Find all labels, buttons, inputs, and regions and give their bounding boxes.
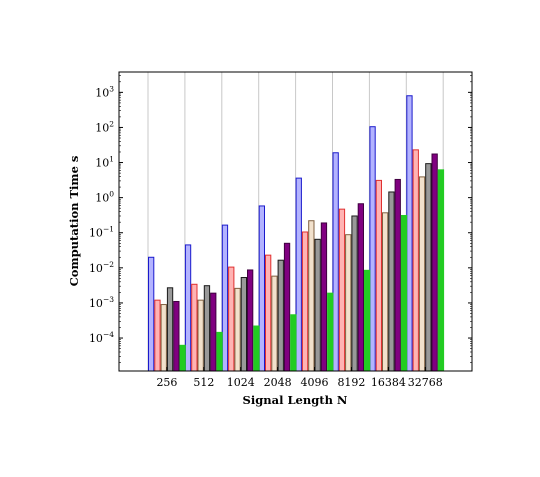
bar: [332, 152, 339, 372]
y-axis-label: Computation Time s: [67, 156, 81, 287]
bar: [197, 299, 204, 372]
bar: [357, 203, 365, 372]
bar: [271, 275, 278, 372]
bar: [295, 177, 302, 372]
bar: [228, 266, 235, 372]
bar: [375, 179, 383, 372]
y-tick-label: 10−1: [89, 225, 114, 240]
bar: [338, 208, 346, 372]
bar: [394, 178, 401, 372]
bar: [351, 215, 358, 372]
bar: [283, 242, 291, 372]
bar: [247, 269, 254, 372]
bar: [154, 299, 161, 372]
bar: [160, 304, 167, 372]
x-tick-labels: 256 512 1024 2048 4096 8192 16384 32768: [156, 376, 442, 389]
plot-frame: [118, 71, 473, 372]
bar: [234, 287, 241, 372]
x-tick-label: 4096: [301, 376, 329, 389]
bar: [253, 325, 260, 372]
bar: [388, 191, 395, 372]
x-tick-label: 1024: [227, 376, 255, 389]
bar: [320, 222, 328, 372]
x-tick-label: 2048: [264, 376, 292, 389]
y-tick-labels: 10−4 10−3 10−2 10−1 100 101 102 103: [89, 84, 114, 345]
bar: [277, 259, 284, 372]
bar: [184, 244, 192, 372]
bar: [240, 277, 247, 372]
bar: [406, 95, 413, 372]
bar: [191, 283, 198, 372]
bar: [308, 220, 315, 372]
bar: [400, 214, 408, 372]
bar: [369, 126, 376, 372]
y-tick-label: 102: [95, 119, 114, 134]
bar: [345, 234, 352, 372]
x-tick-label: 8192: [337, 376, 365, 389]
bar: [418, 176, 426, 372]
bar: [301, 231, 309, 372]
bars: [148, 95, 445, 372]
bar: [166, 287, 174, 372]
bar: [258, 205, 266, 372]
y-tick-label: 100: [95, 190, 114, 205]
bar: [425, 163, 432, 372]
bar: [265, 254, 272, 372]
bar: [221, 224, 229, 372]
x-tick-label: 512: [193, 376, 214, 389]
y-tick-label: 10−2: [89, 260, 114, 275]
bar: [437, 169, 445, 372]
axis-ticks: [119, 75, 472, 371]
bar: [203, 285, 211, 372]
bar: [216, 331, 223, 372]
bar: [210, 292, 217, 372]
x-tick-label: 16384: [371, 376, 406, 389]
bar: [412, 149, 419, 372]
bar: [173, 300, 180, 372]
bar: [431, 153, 438, 372]
y-tick-label: 101: [95, 155, 114, 170]
y-tick-label: 103: [95, 84, 114, 99]
bar: [290, 314, 297, 372]
bar: [364, 269, 371, 372]
bar: [179, 344, 186, 372]
bar: [314, 238, 321, 372]
y-tick-label: 10−3: [89, 295, 114, 310]
bar: [327, 292, 334, 372]
bar: [382, 212, 389, 372]
x-tick-label: 32768: [408, 376, 443, 389]
bar: [148, 256, 155, 372]
y-tick-label: 10−4: [89, 330, 114, 345]
x-tick-label: 256: [156, 376, 177, 389]
x-axis-label: Signal Length N: [243, 393, 348, 407]
